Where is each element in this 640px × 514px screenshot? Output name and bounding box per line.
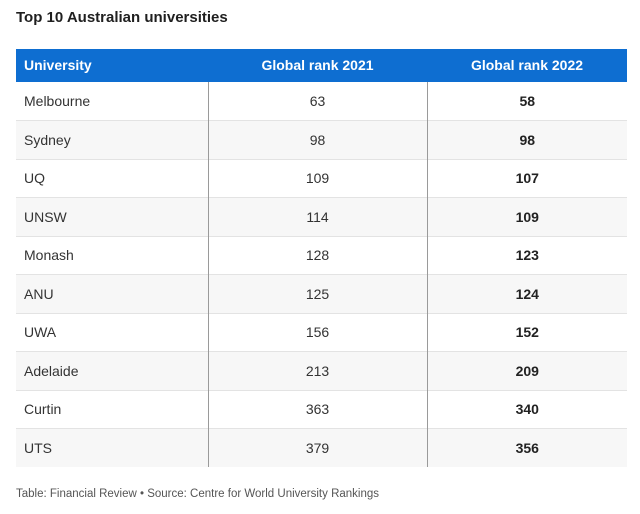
cell-rank-2022: 109: [515, 208, 539, 225]
cell-rank-2022: 340: [515, 401, 539, 418]
cell-university: Sydney: [16, 120, 209, 159]
cell-university: Melbourne: [16, 82, 209, 121]
table-title: Top 10 Australian universities: [16, 9, 228, 26]
cell-rank-2021: 114: [208, 197, 428, 236]
cell-university: ANU: [16, 274, 209, 313]
cell-university: UTS: [16, 428, 209, 467]
cell-rank-2021: 98: [208, 120, 428, 159]
cell-rank-2022: 98: [519, 131, 536, 148]
cell-university: Curtin: [16, 390, 209, 429]
cell-rank-2022: 356: [515, 440, 539, 456]
table-row: ANU 125 124: [16, 274, 627, 313]
cell-rank-2021: 63: [208, 82, 428, 121]
cell-rank-2022: 123: [515, 247, 539, 264]
cell-rank-2021: 128: [208, 236, 428, 275]
cell-rank-2021: 156: [208, 313, 428, 352]
column-header-rank-2021: Global rank 2021: [261, 57, 374, 73]
table-row: UWA 156 152: [16, 313, 627, 352]
cell-rank-2022: 209: [515, 362, 539, 379]
cell-rank-2022: 107: [515, 170, 539, 187]
cell-rank-2021: 213: [208, 351, 428, 390]
table-header-row: University Global rank 2021 Global rank …: [16, 49, 627, 82]
cell-rank-2021: 363: [208, 390, 428, 429]
cell-rank-2022: 124: [515, 285, 539, 302]
table-row: Sydney 98 98: [16, 120, 627, 159]
cell-rank-2022: 58: [519, 93, 536, 109]
cell-university: Monash: [16, 236, 209, 275]
cell-rank-2021: 109: [208, 159, 428, 198]
cell-rank-2021: 125: [208, 274, 428, 313]
table-row: Adelaide 213 209: [16, 351, 627, 390]
table-body: Melbourne 63 58 Sydney 98 98 UQ 109 107 UNSW 114 10…: [16, 82, 627, 467]
cell-university: UQ: [16, 159, 209, 198]
table-row: Curtin 363 340: [16, 390, 627, 429]
cell-rank-2021: 379: [208, 428, 428, 467]
rankings-table: University Global rank 2021 Global rank …: [16, 49, 627, 467]
table-row: UTS 379 356: [16, 428, 627, 467]
column-header-rank-2022: Global rank 2022: [470, 57, 584, 73]
cell-rank-2022: 152: [515, 324, 539, 341]
table-row: Monash 128 123: [16, 236, 627, 275]
cell-university: UNSW: [16, 197, 209, 236]
column-header-university: University: [24, 57, 92, 73]
table-row: Melbourne 63 58: [16, 82, 627, 121]
table-row: UQ 109 107: [16, 159, 627, 198]
source-note: Table: Financial Review • Source: Centre…: [16, 488, 380, 500]
cell-university: Adelaide: [16, 351, 209, 390]
cell-university: UWA: [16, 313, 209, 352]
table-row: UNSW 114 109: [16, 197, 627, 236]
